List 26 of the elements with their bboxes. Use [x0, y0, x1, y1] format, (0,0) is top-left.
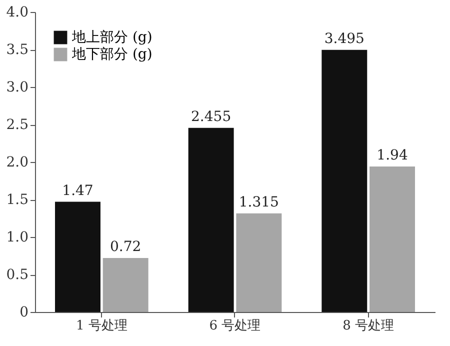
- x-tick-label: 6 号处理: [209, 318, 261, 334]
- x-tick-label: 1 号处理: [76, 318, 128, 334]
- legend-label: 地上部分 (g): [71, 30, 152, 46]
- bar: [188, 128, 234, 312]
- bar: [236, 213, 282, 312]
- y-tick-label: 4.0: [6, 4, 28, 20]
- data-label: 3.495: [324, 30, 364, 47]
- y-tick-label: 1.5: [6, 192, 28, 208]
- y-tick-label: 3.5: [6, 42, 28, 58]
- bar: [322, 50, 368, 312]
- x-tick-label: 8 号处理: [342, 318, 394, 334]
- y-tick-label: 0: [20, 304, 28, 320]
- bar: [102, 258, 148, 312]
- data-label: 2.455: [191, 108, 232, 125]
- data-label: 1.47: [62, 182, 94, 199]
- y-tick-label: 3.0: [6, 80, 28, 96]
- y-tick-label: 2.0: [6, 154, 28, 170]
- data-label: 1.315: [238, 194, 279, 210]
- y-tick-label: 0.5: [6, 267, 28, 283]
- data-label: 0.72: [110, 239, 142, 255]
- bar: [55, 202, 100, 312]
- legend-label: 地下部分 (g): [71, 46, 152, 62]
- data-label: 1.94: [376, 148, 408, 164]
- bar: [370, 166, 415, 312]
- y-tick-label: 2.5: [6, 117, 28, 133]
- y-tick-label: 1.0: [6, 230, 28, 246]
